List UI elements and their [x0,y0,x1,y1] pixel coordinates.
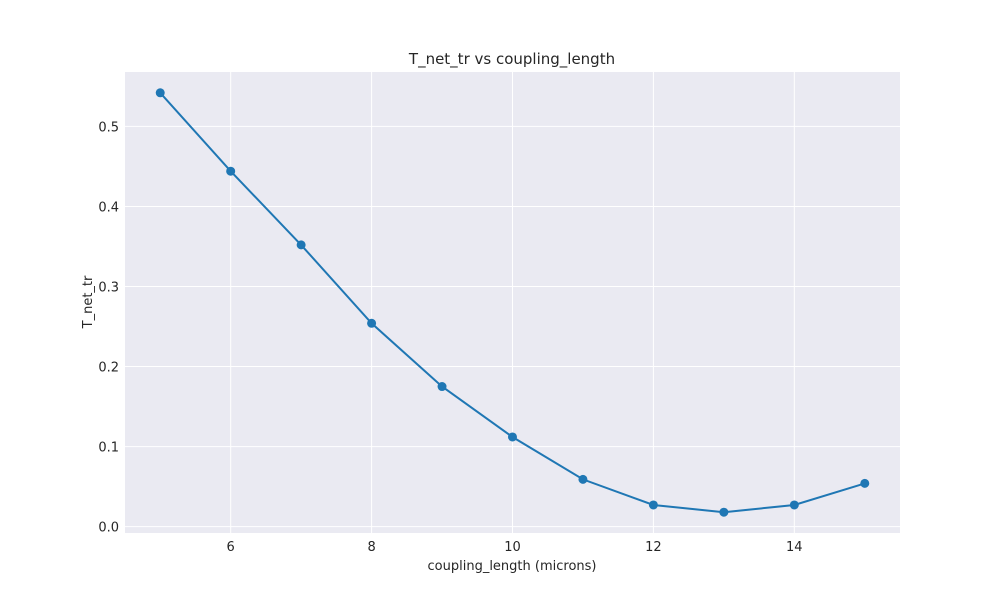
y-tick-label: 0.4 [98,200,119,215]
x-tick-label: 8 [367,540,375,555]
data-point [719,507,729,517]
data-point [860,478,870,488]
data-point [367,318,377,328]
data-point [296,240,306,250]
grid [125,72,900,533]
y-tick-label: 0.1 [98,441,119,456]
chart-title: T_net_tr vs coupling_length [408,50,615,69]
data-point [155,88,165,98]
x-axis-label: coupling_length (microns) [428,559,597,574]
x-tick-label: 12 [645,540,662,555]
y-tick-label: 0.3 [98,280,119,295]
data-point [578,474,588,484]
y-tick-label: 0.2 [98,361,119,376]
tick-labels: 6 8 10 12 14 0.0 0.1 0.2 0.3 0.4 0.5 [98,120,802,555]
x-tick-label: 14 [786,540,803,555]
data-point [437,382,447,392]
data-point [789,500,799,510]
series-layer [155,88,870,517]
data-point [226,166,236,176]
x-tick-label: 10 [504,540,521,555]
y-tick-label: 0.0 [98,521,119,536]
data-point [648,500,658,510]
data-point [508,432,517,442]
x-tick-label: 6 [227,540,235,555]
y-axis-label: T_net_tr [81,275,96,329]
y-tick-label: 0.5 [98,120,119,135]
